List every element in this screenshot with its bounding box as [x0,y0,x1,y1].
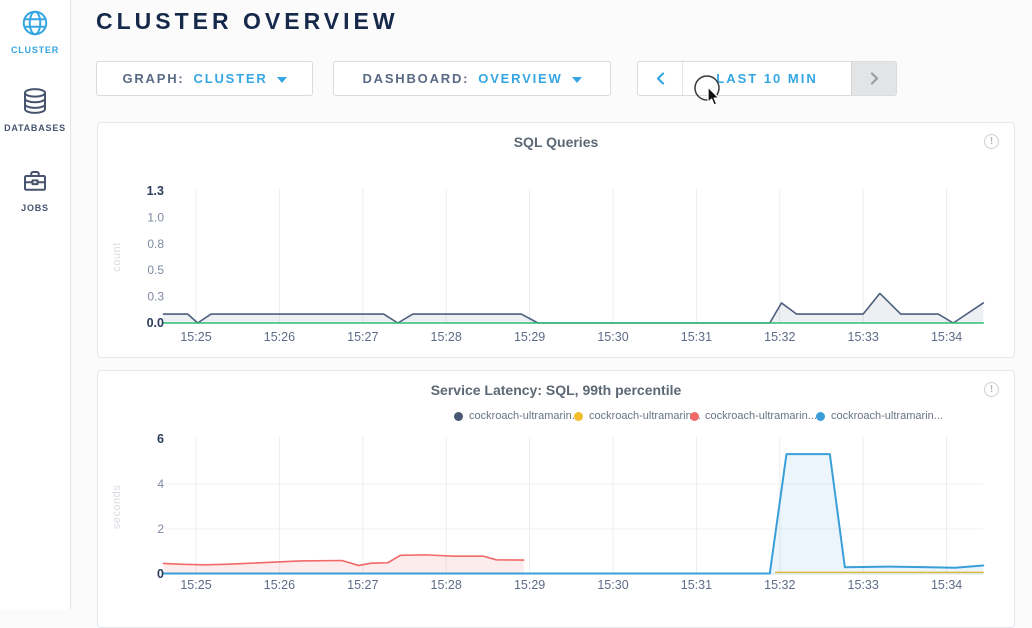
legend-label: cockroach-ultramarin... [589,410,701,422]
svg-text:15:29: 15:29 [514,330,545,344]
sidebar-item-databases[interactable]: DATABASES [0,86,70,133]
briefcase-icon [24,171,46,191]
legend-label: cockroach-ultramarin... [705,410,817,422]
svg-text:15:30: 15:30 [597,330,628,344]
svg-text:15:28: 15:28 [431,330,462,344]
legend-dot [690,411,699,421]
svg-text:15:32: 15:32 [764,578,795,592]
graph-dropdown-label: GRAPH: [122,71,185,86]
info-icon[interactable]: ! [984,382,999,397]
sql-queries-chart[interactable]: 0.0 0.3 0.5 0.8 1.0 1.3 15:25 15:26 15:27 15:28 15… [98,123,1016,357]
page-title: CLUSTER OVERVIEW [96,8,399,34]
svg-text:15:32: 15:32 [764,330,795,344]
time-range-button[interactable]: LAST 10 MIN [716,71,818,86]
chevron-down-icon [571,76,582,88]
svg-text:15:27: 15:27 [347,330,378,344]
svg-text:6: 6 [157,432,164,446]
svg-text:15:28: 15:28 [431,578,462,592]
info-icon[interactable]: ! [984,134,999,149]
sidebar-item-label: CLUSTER [10,45,60,55]
svg-text:2: 2 [157,522,164,536]
graph-dropdown-value: CLUSTER [193,71,268,86]
sidebar-item-label: DATABASES [4,123,66,133]
svg-text:1.3: 1.3 [147,184,164,198]
legend-label: cockroach-ultramarin... [831,410,943,422]
svg-text:seconds: seconds [111,485,123,529]
sql-queries-panel: SQL Queries ! 0.0 0.3 0.5 0.8 1.0 1.3 15:25 15:… [97,122,1015,358]
dashboard-dropdown[interactable]: DASHBOARD: OVERVIEW [333,61,611,96]
next-time-button[interactable] [851,62,896,95]
svg-text:15:25: 15:25 [180,330,211,344]
svg-text:0.8: 0.8 [147,237,164,251]
database-icon [24,88,46,114]
chevron-right-icon [870,72,878,85]
svg-text:0.0: 0.0 [147,316,164,330]
svg-text:15:25: 15:25 [180,578,211,592]
svg-text:15:33: 15:33 [848,330,879,344]
sidebar-item-cluster[interactable]: CLUSTER [0,8,70,55]
chart-title: Service Latency: SQL, 99th percentile [430,382,682,398]
legend-item[interactable]: cockroach-ultramarin... [816,410,943,422]
legend-item[interactable]: cockroach-ultramarin... [574,410,701,422]
dashboard-dropdown-label: DASHBOARD: [362,71,470,86]
svg-text:0.3: 0.3 [147,290,164,304]
chart-title: SQL Queries [513,134,599,150]
sidebar-item-jobs[interactable]: JOBS [0,166,70,213]
svg-text:4: 4 [157,477,164,491]
graph-dropdown[interactable]: GRAPH: CLUSTER [96,61,313,96]
svg-text:0: 0 [157,567,164,581]
svg-text:15:27: 15:27 [347,578,378,592]
previous-time-button[interactable] [638,62,683,95]
svg-text:15:34: 15:34 [931,578,962,592]
service-latency-panel: Service Latency: SQL, 99th percentile ! … [97,370,1015,628]
globe-icon [22,10,48,36]
svg-text:count: count [111,242,123,271]
sidebar: CLUSTER DATABASES JOBS [0,0,71,609]
legend-item[interactable]: cockroach-ultramarin... [454,410,581,422]
svg-text:15:34: 15:34 [931,330,962,344]
svg-text:0.5: 0.5 [147,263,164,277]
svg-text:15:30: 15:30 [597,578,628,592]
service-latency-chart[interactable]: 0 2 4 6 15:25 15:26 15:27 15:28 15:29 15:30 15:31 1… [98,371,1016,609]
svg-text:15:31: 15:31 [681,578,712,592]
legend-label: cockroach-ultramarin... [469,410,581,422]
time-range-selector: LAST 10 MIN [637,61,897,96]
legend-dot [454,411,463,421]
svg-text:15:29: 15:29 [514,578,545,592]
chevron-down-icon [276,76,287,88]
svg-text:15:26: 15:26 [264,330,295,344]
dashboard-dropdown-value: OVERVIEW [478,71,563,86]
svg-text:1.0: 1.0 [147,210,164,224]
svg-text:15:31: 15:31 [681,330,712,344]
legend-dot [574,411,583,421]
svg-text:15:26: 15:26 [264,578,295,592]
legend-item[interactable]: cockroach-ultramarin... [690,410,817,422]
svg-text:15:33: 15:33 [848,578,879,592]
legend-dot [816,411,825,421]
sidebar-item-label: JOBS [21,203,49,213]
chevron-left-icon [656,72,664,85]
